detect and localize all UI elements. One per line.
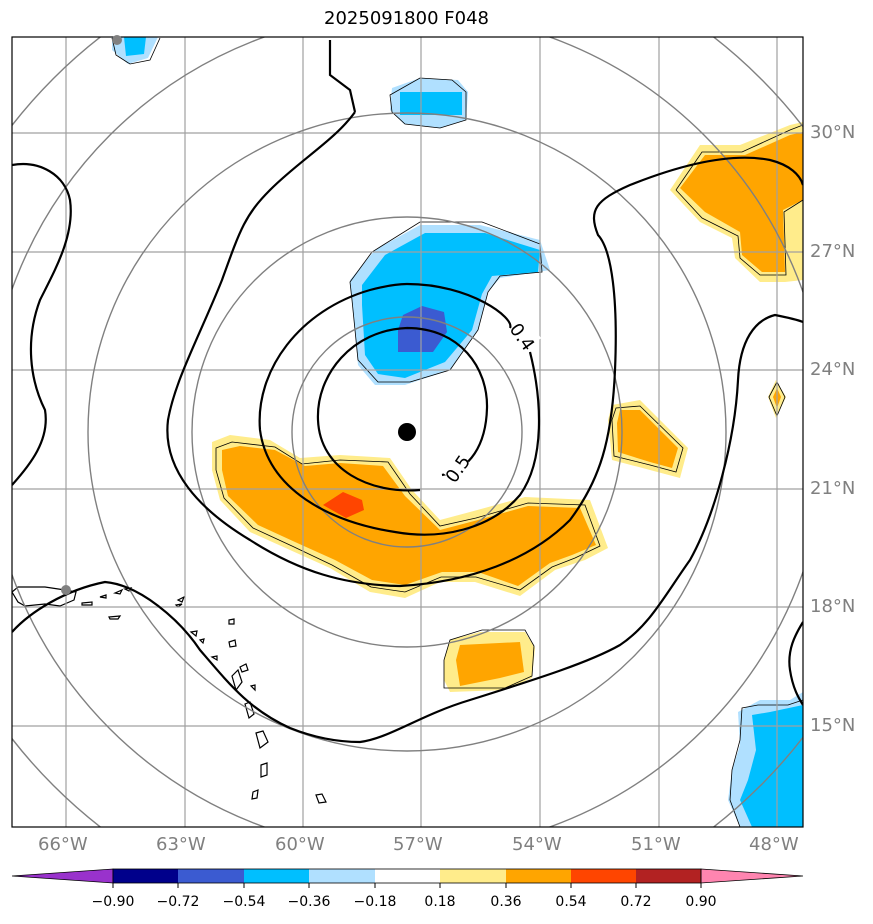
lat-label-18n: 18°N	[810, 596, 856, 617]
positive-field-s	[456, 642, 524, 686]
colorbar-swatch	[636, 869, 701, 883]
field-outlines	[111, 37, 803, 827]
lat-label-24n: 24°N	[810, 359, 856, 380]
island	[249, 684, 256, 692]
island	[231, 668, 243, 692]
lon-label-57w: 57°W	[393, 834, 443, 855]
island	[198, 638, 205, 645]
station-marker	[61, 585, 71, 595]
island	[112, 588, 124, 595]
colorbar-swatch	[113, 869, 178, 883]
coastlines	[12, 586, 327, 804]
outline-s	[443, 629, 535, 689]
contour-se	[788, 621, 803, 706]
island	[255, 730, 269, 750]
island	[251, 789, 259, 800]
island	[228, 618, 235, 625]
colorbar-tick-label: 0.36	[490, 894, 522, 910]
colorbar-extend-low	[11, 868, 114, 884]
colorbar-tick-label: 0.18	[424, 894, 456, 910]
colorbar-tick-label: −0.54	[222, 894, 266, 910]
colorbar-swatch	[178, 869, 244, 883]
gridlines	[12, 37, 803, 827]
positive-field-e	[617, 410, 678, 468]
island	[189, 630, 198, 638]
contour-label-0.5: 0.5	[442, 452, 476, 488]
negative-field-nw-core	[124, 37, 146, 56]
outline-n	[389, 77, 467, 129]
colorbar-tick-label: −0.36	[287, 894, 331, 910]
negative-field-n-core	[400, 92, 462, 115]
contour-west	[12, 162, 72, 486]
island	[315, 793, 327, 804]
negative-field-se	[740, 705, 803, 827]
contour-label-bg	[502, 318, 542, 356]
colorbar-swatch	[506, 869, 571, 883]
station-marker	[112, 35, 122, 45]
island	[108, 615, 122, 620]
lon-label-63w: 63°W	[156, 834, 206, 855]
lon-label-54w: 54°W	[512, 834, 562, 855]
positive-field-ne	[680, 132, 803, 272]
contours	[12, 40, 803, 744]
island	[174, 603, 183, 608]
lat-label-15n: 15°N	[810, 715, 856, 736]
island	[99, 594, 107, 599]
plot-frame	[11, 36, 804, 828]
storm-center-marker	[398, 423, 416, 441]
outline-far-east	[768, 381, 786, 418]
shaded-fields	[112, 37, 803, 827]
island	[239, 663, 249, 673]
colorbar-swatch	[571, 869, 636, 883]
island	[176, 595, 186, 603]
island	[260, 762, 268, 778]
outline-band	[215, 441, 601, 593]
lon-label-48w: 48°W	[749, 834, 799, 855]
outline-ne-lower	[675, 189, 803, 276]
positive-field-band	[222, 446, 596, 586]
lon-label-66w: 66°W	[38, 834, 88, 855]
outline-center	[349, 221, 543, 383]
colorbar-tick-label: 0.90	[685, 894, 717, 910]
puerto-rico-coast	[12, 586, 77, 607]
colorbar-swatch	[244, 869, 309, 883]
positive-field-band-core	[323, 492, 364, 518]
colorbar	[11, 868, 804, 888]
contour-south	[12, 313, 803, 744]
colorbar-tick-label: −0.72	[156, 894, 200, 910]
colorbar-tick-label: −0.18	[353, 894, 397, 910]
outline-nw	[111, 37, 161, 65]
island	[228, 639, 237, 648]
outline-se	[729, 699, 803, 827]
contour-label-bg	[438, 450, 478, 488]
lon-label-51w: 51°W	[631, 834, 681, 855]
island	[81, 601, 93, 606]
colorbar-swatch	[440, 869, 506, 883]
lat-label-27n: 27°N	[810, 241, 856, 262]
colorbar-swatch	[309, 869, 375, 883]
colorbar-tick-label: 0.54	[555, 894, 587, 910]
colorbar-swatch	[375, 869, 440, 883]
contour-0.4	[258, 282, 541, 536]
contour-outer-main	[166, 40, 803, 588]
colorbar-extend-high	[700, 868, 804, 884]
colorbar-tick-label: 0.72	[620, 894, 652, 910]
lat-label-30n: 30°N	[810, 122, 856, 143]
map-title: 2025091800 F048	[324, 8, 489, 29]
island	[210, 655, 218, 662]
colorbar-tick-label: −0.90	[91, 894, 135, 910]
lon-label-60w: 60°W	[275, 834, 325, 855]
lat-label-21n: 21°N	[810, 478, 856, 499]
